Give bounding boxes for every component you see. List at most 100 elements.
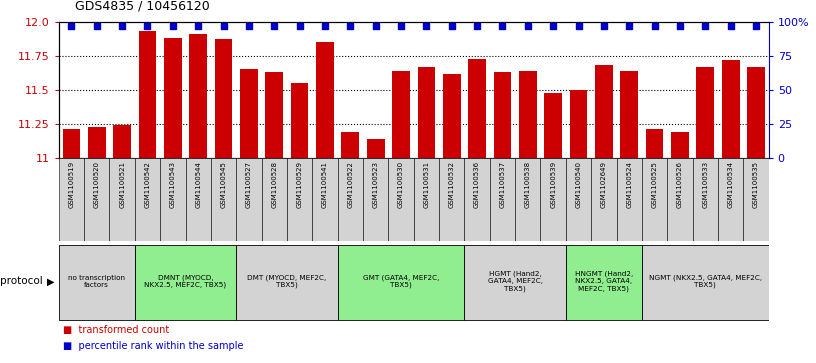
Bar: [747, 67, 765, 158]
Bar: [113, 125, 131, 158]
Bar: [722, 60, 739, 158]
Bar: [414, 158, 439, 241]
Bar: [164, 38, 182, 158]
Text: GSM1100530: GSM1100530: [398, 161, 404, 208]
Point: [521, 23, 534, 29]
Point: [344, 23, 357, 29]
Bar: [237, 245, 338, 320]
Point: [496, 23, 509, 29]
Bar: [642, 245, 769, 320]
Text: GSM1100534: GSM1100534: [728, 161, 734, 208]
Text: GSM1100522: GSM1100522: [348, 161, 353, 208]
Text: HGMT (Hand2,
GATA4, MEF2C,
TBX5): HGMT (Hand2, GATA4, MEF2C, TBX5): [488, 271, 543, 292]
Bar: [515, 158, 540, 241]
Bar: [237, 158, 262, 241]
Point: [698, 23, 712, 29]
Bar: [313, 158, 338, 241]
Bar: [88, 127, 105, 158]
Text: GSM1100544: GSM1100544: [195, 161, 202, 208]
Bar: [418, 67, 435, 158]
Text: protocol: protocol: [0, 276, 42, 286]
Bar: [696, 67, 714, 158]
Bar: [338, 245, 464, 320]
Bar: [338, 158, 363, 241]
Text: GSM1100541: GSM1100541: [322, 161, 328, 208]
Text: GSM1100526: GSM1100526: [677, 161, 683, 208]
Text: GSM1102649: GSM1102649: [601, 161, 607, 208]
Bar: [743, 158, 769, 241]
Text: GSM1100542: GSM1100542: [144, 161, 150, 208]
Bar: [290, 83, 308, 158]
Text: no transcription
factors: no transcription factors: [69, 275, 126, 288]
Point: [192, 23, 205, 29]
Bar: [667, 158, 693, 241]
Point: [166, 23, 180, 29]
Bar: [671, 132, 689, 158]
Point: [673, 23, 686, 29]
Bar: [490, 158, 515, 241]
Text: DMNT (MYOCD,
NKX2.5, MEF2C, TBX5): DMNT (MYOCD, NKX2.5, MEF2C, TBX5): [144, 274, 227, 288]
Bar: [59, 158, 84, 241]
Bar: [468, 58, 486, 158]
Text: GSM1100520: GSM1100520: [94, 161, 100, 208]
Bar: [544, 93, 562, 158]
Text: GSM1100536: GSM1100536: [474, 161, 480, 208]
Point: [623, 23, 636, 29]
Point: [547, 23, 560, 29]
Bar: [642, 158, 667, 241]
Text: GSM1100521: GSM1100521: [119, 161, 125, 208]
Text: DMT (MYOCD, MEF2C,
TBX5): DMT (MYOCD, MEF2C, TBX5): [247, 274, 326, 288]
Point: [65, 23, 78, 29]
Bar: [388, 158, 414, 241]
Bar: [59, 245, 135, 320]
Bar: [591, 158, 617, 241]
Text: GSM1100533: GSM1100533: [703, 161, 708, 208]
Text: HNGMT (Hand2,
NKX2.5, GATA4,
MEF2C, TBX5): HNGMT (Hand2, NKX2.5, GATA4, MEF2C, TBX5…: [574, 271, 633, 292]
Point: [116, 23, 129, 29]
Bar: [160, 158, 185, 241]
Point: [318, 23, 331, 29]
Bar: [570, 90, 588, 158]
Bar: [565, 245, 642, 320]
Point: [141, 23, 154, 29]
Bar: [620, 71, 638, 158]
Bar: [84, 158, 109, 241]
Text: ■  percentile rank within the sample: ■ percentile rank within the sample: [63, 341, 243, 351]
Text: GSM1100538: GSM1100538: [525, 161, 530, 208]
Point: [369, 23, 382, 29]
Point: [749, 23, 762, 29]
Bar: [363, 158, 388, 241]
Bar: [443, 74, 460, 158]
Text: GSM1100523: GSM1100523: [373, 161, 379, 208]
Text: NGMT (NKX2.5, GATA4, MEF2C,
TBX5): NGMT (NKX2.5, GATA4, MEF2C, TBX5): [649, 274, 762, 288]
Bar: [718, 158, 743, 241]
Bar: [392, 71, 410, 158]
Text: GSM1100528: GSM1100528: [271, 161, 277, 208]
Bar: [693, 158, 718, 241]
Point: [724, 23, 737, 29]
Bar: [287, 158, 313, 241]
Bar: [341, 132, 359, 158]
Text: GSM1100543: GSM1100543: [170, 161, 175, 208]
Text: ■  transformed count: ■ transformed count: [63, 325, 169, 335]
Text: GSM1100540: GSM1100540: [575, 161, 582, 208]
Point: [420, 23, 433, 29]
Point: [91, 23, 104, 29]
Text: GMT (GATA4, MEF2C,
TBX5): GMT (GATA4, MEF2C, TBX5): [363, 274, 439, 288]
Point: [268, 23, 281, 29]
Text: GSM1100519: GSM1100519: [69, 161, 74, 208]
Text: ▶: ▶: [47, 276, 55, 286]
Text: GSM1100539: GSM1100539: [550, 161, 557, 208]
Point: [572, 23, 585, 29]
Point: [446, 23, 459, 29]
Bar: [519, 71, 537, 158]
Bar: [135, 158, 160, 241]
Text: GSM1100545: GSM1100545: [220, 161, 227, 208]
Text: GSM1100535: GSM1100535: [753, 161, 759, 208]
Point: [242, 23, 255, 29]
Text: GSM1100531: GSM1100531: [424, 161, 429, 208]
Bar: [215, 40, 233, 158]
Bar: [316, 42, 334, 158]
Bar: [617, 158, 642, 241]
Text: GSM1100525: GSM1100525: [652, 161, 658, 208]
